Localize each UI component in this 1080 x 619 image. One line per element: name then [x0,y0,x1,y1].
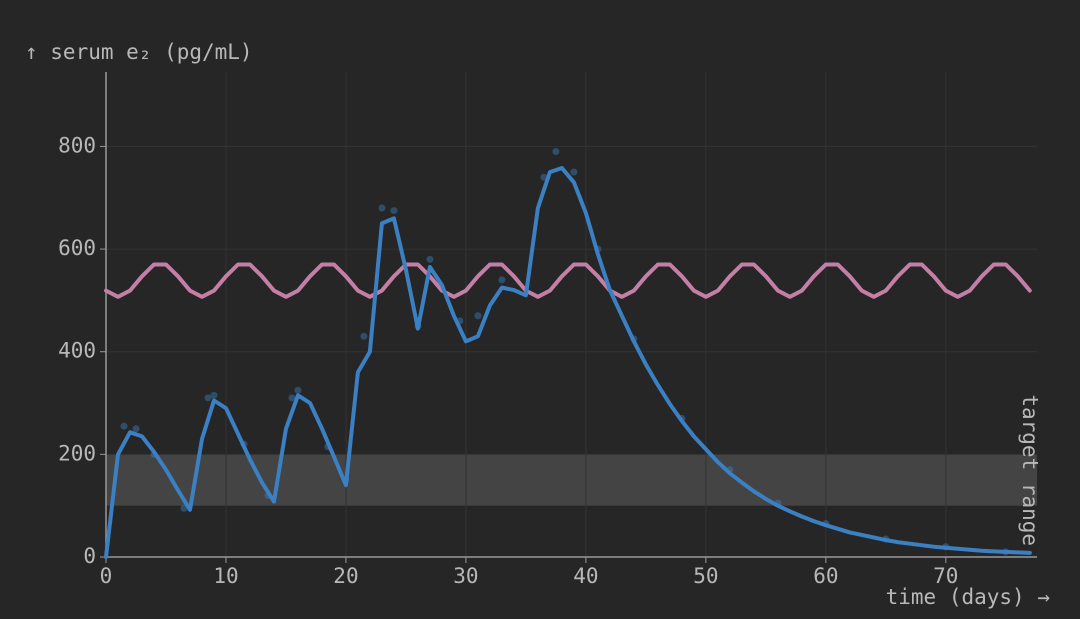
x-axis-label: time (days) → [886,585,1050,609]
y-tick-label: 200 [58,441,96,465]
sample-dot [288,394,296,402]
x-tick-label: 60 [813,564,838,588]
series-line [104,166,1032,559]
x-tick-label: 70 [933,564,958,588]
sample-dot [552,148,560,156]
sample-dot [390,207,398,215]
sample-dot [570,168,578,176]
sample-dot [294,386,302,394]
sample-dot [210,391,218,399]
sample-dot [426,255,434,263]
x-tick-label: 0 [100,564,113,588]
y-tick-label: 600 [58,236,96,260]
y-tick-label: 400 [58,339,96,363]
x-tick-label: 10 [213,564,238,588]
band-label: target range [1018,394,1042,546]
sample-dot [132,425,140,433]
x-tick-label: 40 [573,564,598,588]
sample-dot [498,276,506,284]
sample-dot [474,312,482,320]
x-tick-label: 30 [453,564,478,588]
series-line [104,262,1032,299]
y-tick-label: 800 [58,133,96,157]
x-tick-label: 20 [333,564,358,588]
sample-dot [204,394,212,402]
target-band [106,454,1037,506]
x-tick-label: 50 [693,564,718,588]
sample-dot [360,332,368,340]
y-tick-label: 0 [83,544,96,568]
y-axis-label: ↑ serum e₂ (pg/mL) [25,40,253,64]
sample-dot [120,422,128,430]
sample-dot [378,204,386,212]
